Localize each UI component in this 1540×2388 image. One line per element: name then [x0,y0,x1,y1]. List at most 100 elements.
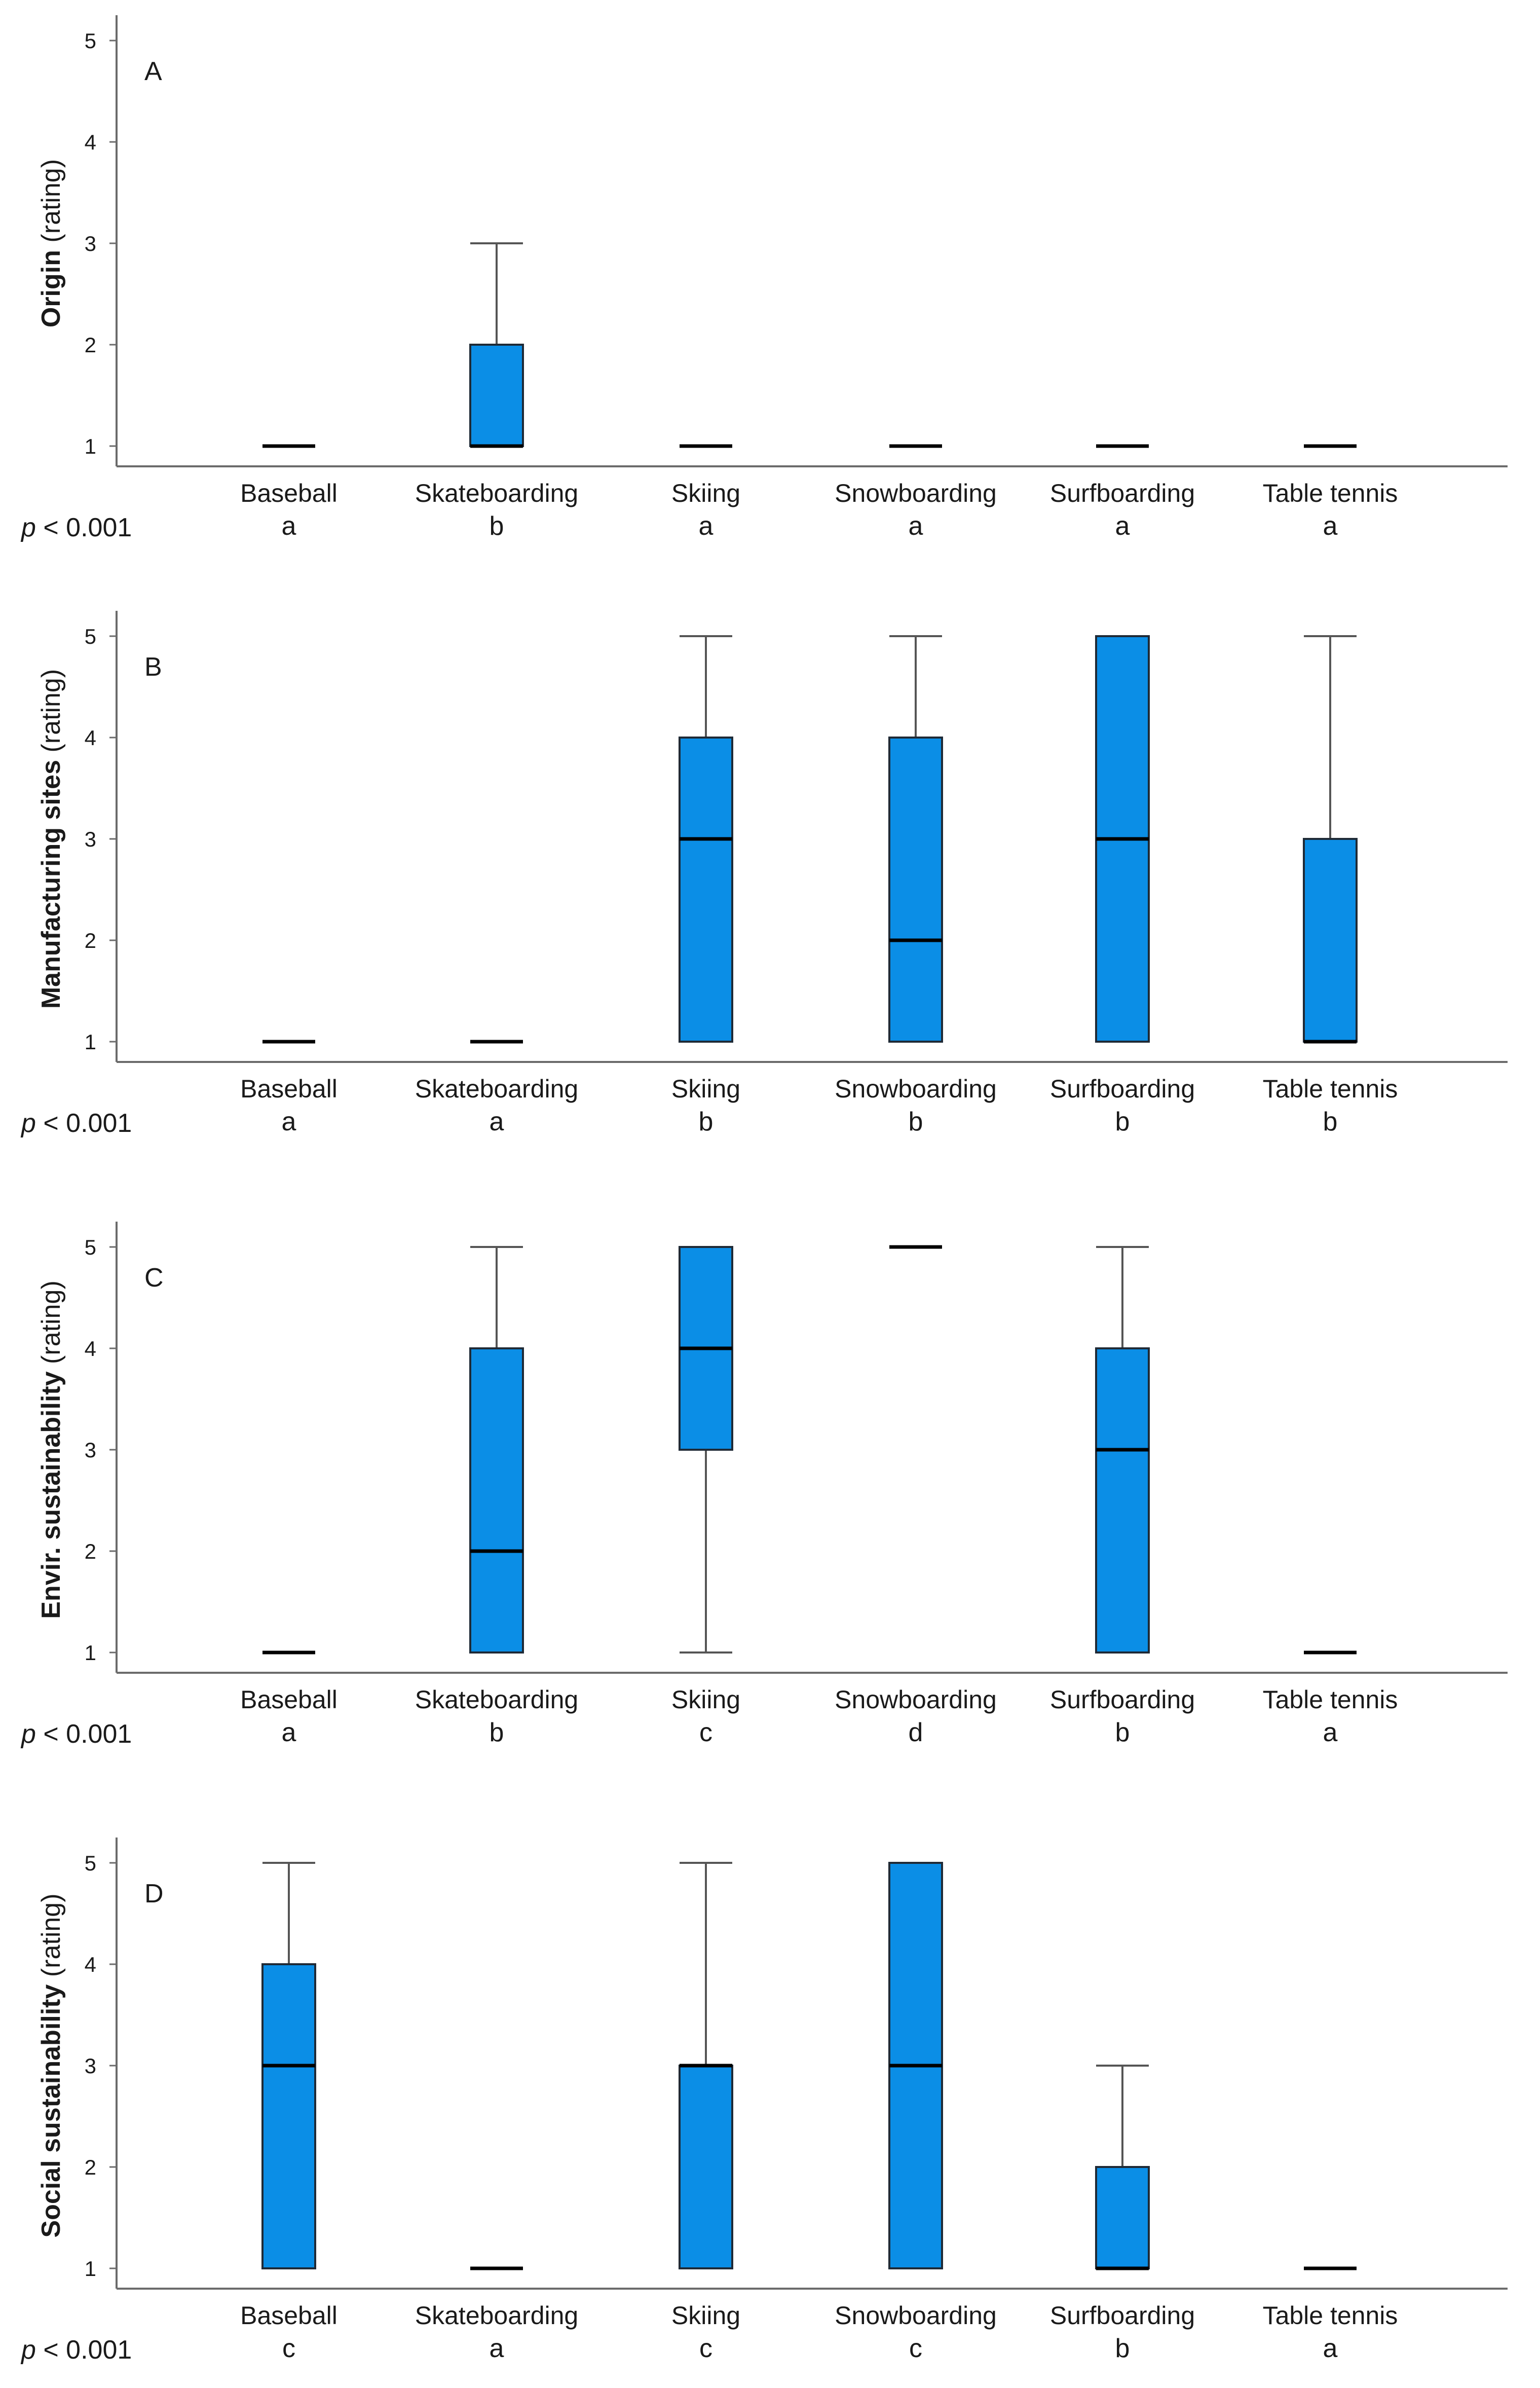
group-letter: c [282,2334,295,2363]
panel-label: D [144,1879,164,1908]
group-letter: b [490,511,504,541]
x-category-label: Table tennis [1263,2301,1398,2330]
panel-d: 1 2 3 4 5 D Social sustainability (rating) Base… [20,1838,1508,2365]
x-category-label: Skateboarding [415,1685,578,1714]
p-value-label: p < 0.001 [20,513,132,542]
iqr-box [469,1347,524,1654]
x-category-label: Table tennis [1263,479,1398,507]
y-axis-title-main: Origin [36,250,66,327]
iqr-box [261,1963,316,2269]
p-symbol: p [20,2335,36,2365]
x-category-label: Skiing [671,2301,740,2330]
x-category-label: Skiing [671,479,740,507]
p-value-label: p < 0.001 [20,2335,132,2365]
iqr-box [469,344,524,447]
group-letter: a [1323,2334,1338,2363]
panel-c: 1 2 3 4 5 C Envir. sustainability (rating) Base… [20,1222,1508,1749]
iqr-box [1303,838,1358,1043]
group-letter: c [699,1718,712,1747]
box-skiing [679,635,733,1043]
y-axis-title-unit: (rating) [36,159,66,250]
p-value-label: p < 0.001 [20,1109,132,1138]
y-axis-title: Manufacturing sites (rating) [36,669,66,1009]
y-tick-label: 2 [85,333,96,357]
iqr-box [1095,2166,1150,2269]
group-letter: a [282,1107,296,1136]
y-tick-label: 2 [85,2155,96,2179]
y-tick-label: 4 [85,1953,96,1976]
panel-label: B [144,652,162,682]
panel-b: 1 2 3 4 5 B Manufacturing sites (rating) Baseba… [20,611,1508,1138]
x-category-label: Table tennis [1263,1685,1398,1714]
y-axis-title: Origin (rating) [36,159,66,327]
group-letter: b [490,1718,504,1747]
y-tick-label: 1 [85,1641,96,1665]
y-tick-label: 3 [85,827,96,851]
x-category-label: Surfboarding [1050,479,1195,507]
panel-label: C [144,1263,164,1293]
box-skateboarding [469,1246,524,1654]
y-axis-title-main: Envir. sustainability [36,1371,66,1619]
y-axis-title-unit: (rating) [36,669,66,760]
group-letter: a [490,1107,504,1136]
box-surfboarding [1095,2065,1150,2270]
x-category-label: Snowboarding [835,479,997,507]
panel-label: A [144,57,162,86]
y-tick-label: 2 [85,929,96,952]
box-table-tennis [1303,635,1358,1044]
x-category-label: Surfboarding [1050,1075,1195,1103]
p-value-label: p < 0.001 [20,1719,132,1749]
box-baseball [261,1862,316,2269]
x-category-label: Surfboarding [1050,2301,1195,2330]
y-tick-label: 4 [85,726,96,750]
p-symbol: p [20,1109,36,1138]
iqr-box [888,737,943,1043]
y-tick-label: 4 [85,1337,96,1361]
x-category-label: Table tennis [1263,1075,1398,1103]
y-tick-label: 5 [85,1235,96,1259]
x-category-label: Snowboarding [835,1075,997,1103]
box-skateboarding [469,242,524,448]
x-category-label: Skiing [671,1685,740,1714]
box-skiing [679,1246,733,1654]
y-tick-label: 3 [85,232,96,255]
group-letter: b [909,1107,923,1136]
p-threshold: < 0.001 [36,513,132,542]
x-category-label: Skateboarding [415,1075,578,1103]
y-axis-title-main: Manufacturing sites [36,760,66,1009]
box-snowboarding [888,635,943,1043]
p-threshold: < 0.001 [36,1109,132,1138]
x-category-label: Baseball [240,2301,337,2330]
box-surfboarding [1095,635,1150,1043]
box-surfboarding [1095,1246,1150,1654]
group-letter: c [699,2334,712,2363]
iqr-box [679,737,733,1043]
y-axis-title: Social sustainability (rating) [36,1893,66,2237]
group-letter: a [282,511,296,541]
group-letter: b [1115,2334,1130,2363]
iqr-box [1095,1347,1150,1654]
panel-a: 1 2 3 4 5 A Origin (rating) Baseball a Skateboard… [20,15,1508,542]
group-letter: a [699,511,713,541]
x-category-label: Baseball [240,479,337,507]
p-symbol: p [20,1719,36,1749]
group-letter: b [1115,1107,1130,1136]
y-tick-label: 5 [85,624,96,648]
group-letter: b [699,1107,713,1136]
y-axis-title-unit: (rating) [36,1280,66,1371]
group-letter: c [909,2334,922,2363]
p-threshold: < 0.001 [36,2335,132,2365]
y-tick-label: 4 [85,130,96,154]
y-tick-label: 5 [85,29,96,53]
box-skiing [679,1862,733,2269]
iqr-box [679,2065,733,2269]
y-axis-title-unit: (rating) [36,1893,66,1984]
group-letter: a [1323,1718,1338,1747]
x-category-label: Snowboarding [835,1685,997,1714]
group-letter: a [909,511,923,541]
y-tick-label: 1 [85,2257,96,2281]
y-tick-label: 3 [85,2054,96,2078]
x-category-label: Surfboarding [1050,1685,1195,1714]
p-symbol: p [20,513,36,542]
